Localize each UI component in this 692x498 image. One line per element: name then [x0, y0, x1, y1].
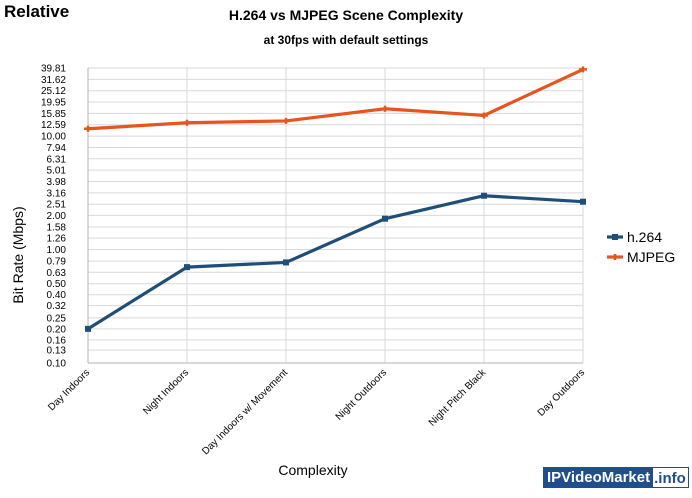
watermark-main: IPVideoMarket [543, 467, 654, 488]
legend-label: h.264 [627, 229, 662, 245]
corner-label: Relative [4, 2, 70, 21]
y-tick-label: 19.95 [41, 98, 66, 109]
x-tick-label: Day Indoors [46, 367, 92, 413]
y-tick-label: 1.58 [47, 222, 67, 233]
x-tick-label: Night Outdoors [334, 367, 389, 422]
series-line-1 [87, 67, 584, 131]
x-tick-label: Night Pitch Black [427, 367, 489, 429]
y-tick-label: 2.00 [47, 211, 67, 222]
y-tick-label: 3.16 [47, 188, 67, 199]
data-point-mjpeg [183, 119, 191, 126]
watermark-ext: .info [653, 467, 689, 488]
y-tick-label: 0.79 [47, 257, 67, 268]
y-tick-label: 3.98 [47, 177, 67, 188]
chart-title: H.264 vs MJPEG Scene Complexity [228, 7, 464, 23]
y-tick-label: 0.16 [47, 335, 67, 346]
x-axis-title: Complexity [278, 462, 347, 478]
y-tick-label: 0.10 [47, 359, 67, 370]
y-tick-label: 0.40 [47, 290, 67, 301]
chart-subtitle: at 30fps with default settings [263, 33, 429, 47]
y-tick-label: 0.13 [47, 346, 67, 357]
legend: h.264 MJPEG [607, 229, 675, 265]
y-tick-label: 6.31 [47, 154, 67, 165]
x-tick-label: Night Indoors [141, 367, 191, 417]
legend-swatch-marker [612, 234, 618, 240]
data-point-mjpeg [579, 66, 587, 73]
y-tick-label: 0.25 [47, 313, 67, 324]
y-tick-label: 12.59 [41, 120, 66, 131]
series-line-0 [87, 194, 584, 331]
x-tick-labels: Day Indoors Night Indoors Day Indoors w/ M… [46, 367, 587, 458]
y-tick-label: 0.20 [47, 324, 67, 335]
data-point-h264 [184, 264, 190, 271]
y-tick-label: 1.26 [47, 234, 67, 245]
watermark-logo: IPVideoMarket .info [543, 467, 689, 488]
data-point-mjpeg [282, 117, 290, 124]
legend-swatch-marker [611, 254, 619, 260]
y-tick-label: 10.00 [41, 132, 66, 143]
data-point-h264 [481, 192, 487, 199]
data-point-h264 [283, 259, 289, 266]
x-tick-label: Day Outdoors [536, 367, 587, 418]
y-tick-label: 15.85 [41, 109, 66, 120]
y-tick-label: 1.00 [47, 245, 67, 256]
y-tick-label: 39.81 [41, 64, 66, 75]
y-tick-label: 25.12 [41, 86, 66, 97]
y-tick-label: 5.01 [47, 166, 67, 177]
data-point-h264 [382, 215, 388, 222]
y-axis-title: Bit Rate (Mbps) [10, 206, 26, 303]
x-tick-label: Day Indoors w/ Movement [200, 367, 290, 457]
y-tick-label: 7.94 [47, 143, 67, 154]
series-lines [84, 66, 587, 332]
data-point-mjpeg [480, 112, 488, 119]
y-tick-label: 31.62 [41, 75, 66, 86]
data-point-mjpeg [381, 105, 389, 112]
y-tick-label: 0.63 [47, 268, 67, 279]
y-tick-labels: 0.10 0.130.160.200.250.320.400.500.630.79… [41, 64, 66, 370]
y-tick-label: 2.51 [47, 200, 67, 211]
y-tick-label: 0.32 [47, 301, 67, 312]
data-point-mjpeg [84, 125, 92, 132]
data-point-h264 [85, 325, 91, 332]
y-tick-label: 0.50 [47, 279, 67, 290]
grid [87, 67, 584, 364]
data-point-h264 [580, 198, 586, 205]
legend-label: MJPEG [627, 249, 675, 265]
